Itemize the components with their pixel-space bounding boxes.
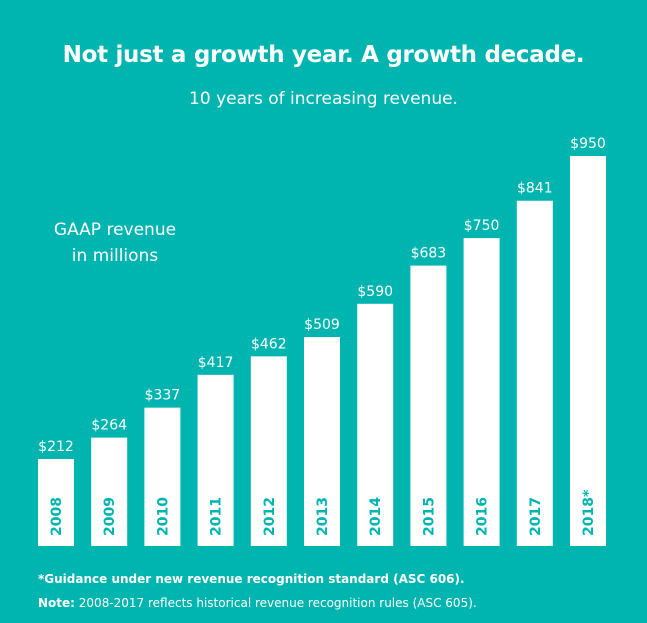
category-label: 2012 (262, 497, 278, 536)
chart-title: Not just a growth year. A growth decade. (62, 42, 585, 68)
bar-2016 (463, 238, 500, 546)
bar-group: $750 2016 (463, 218, 500, 546)
category-label: 2011 (209, 497, 225, 536)
category-label: 2008 (49, 497, 65, 536)
note-text: 2008-2017 reflects historical revenue re… (74, 596, 477, 610)
bar-2010 (144, 407, 181, 546)
note-label: Note: (38, 596, 75, 610)
bar-2015 (410, 265, 447, 546)
value-label: $950 (570, 136, 606, 152)
bar-group: $212 2008 (38, 439, 74, 546)
bar-group: $683 2015 (410, 246, 447, 546)
bar-group: $417 2011 (197, 355, 234, 546)
bar-2017 (516, 200, 553, 546)
bar-2013 (304, 337, 340, 546)
bar-2008 (38, 458, 74, 546)
value-label: $417 (198, 355, 234, 371)
value-label: $509 (304, 317, 340, 333)
bar-2018 (570, 156, 606, 546)
category-label: 2015 (421, 497, 437, 536)
value-label: $212 (38, 439, 74, 455)
bar-group: $590 2014 (357, 284, 394, 546)
note: Note: 2008-2017 reflects historical reve… (38, 596, 477, 610)
category-label: 2014 (368, 497, 384, 536)
category-label: 2009 (102, 497, 118, 536)
value-label: $264 (91, 418, 127, 434)
category-label: 2010 (155, 497, 171, 536)
value-label: $337 (145, 388, 181, 404)
value-label: $750 (464, 218, 500, 234)
bar-group: $950 2018* (570, 136, 606, 546)
value-label: $683 (411, 246, 447, 262)
category-label: 2018* (581, 489, 597, 536)
footnote: *Guidance under new revenue recognition … (38, 572, 465, 586)
bar-2014 (357, 303, 394, 546)
category-label: 2016 (475, 497, 491, 536)
bar-2012 (250, 356, 287, 546)
category-label: 2017 (528, 497, 544, 536)
value-label: $462 (251, 336, 287, 352)
chart-subtitle: 10 years of increasing revenue. (189, 89, 458, 109)
value-label: $841 (517, 181, 553, 197)
y-axis-label-line-1: GAAP revenue (53, 220, 177, 240)
bar-2011 (197, 374, 234, 546)
bar-group: $841 2017 (516, 181, 553, 546)
bar-group: $509 2013 (304, 317, 340, 546)
bar-group: $264 2009 (91, 418, 128, 546)
y-axis-label-line-2: in millions (71, 246, 159, 266)
bar-group: $462 2012 (250, 336, 287, 546)
bar-group: $337 2010 (144, 388, 181, 546)
bar-2009 (91, 437, 128, 546)
value-label: $590 (357, 284, 393, 300)
category-label: 2013 (315, 497, 331, 536)
y-axis-label: GAAP revenue in millions (20, 217, 210, 269)
